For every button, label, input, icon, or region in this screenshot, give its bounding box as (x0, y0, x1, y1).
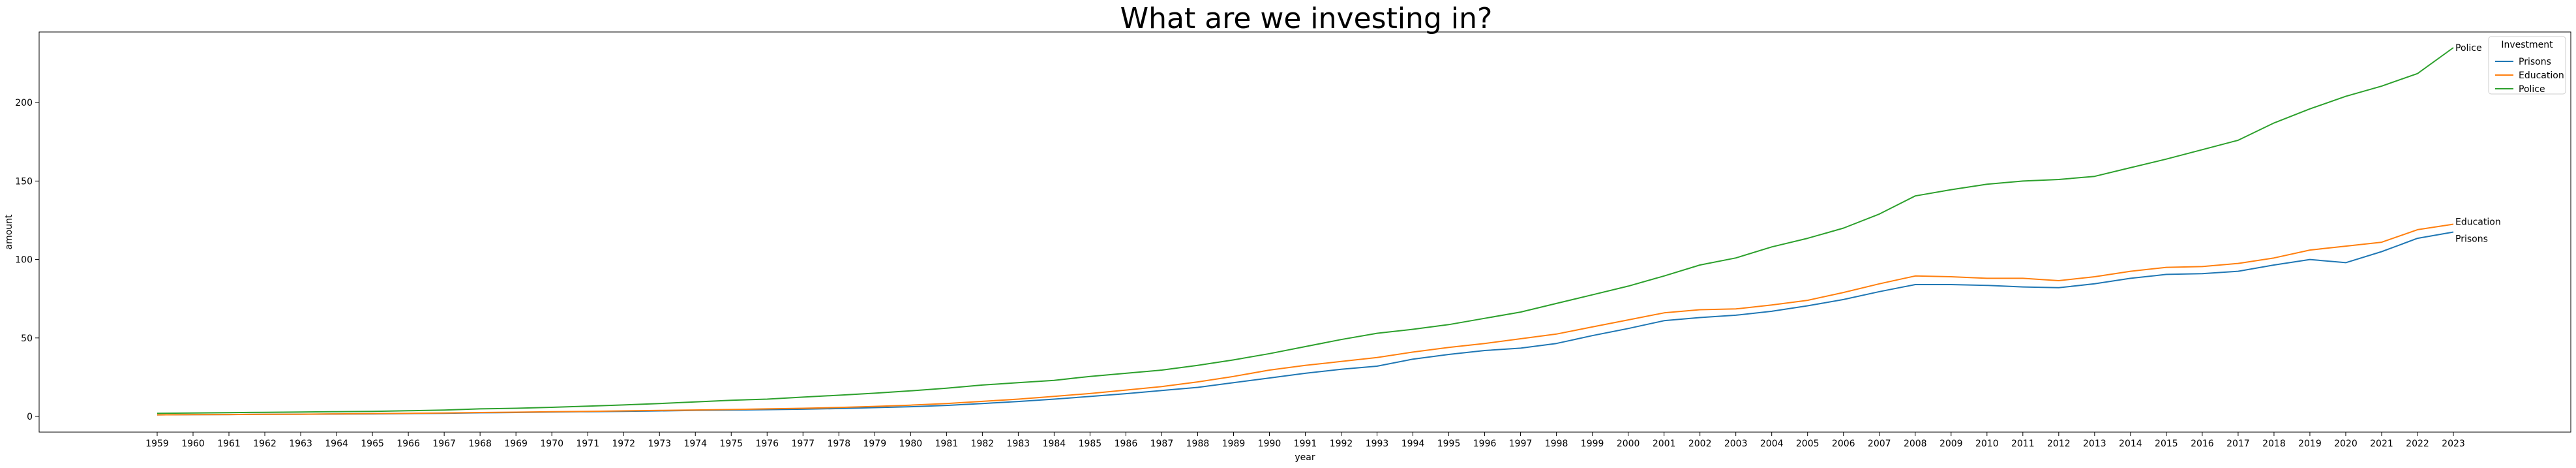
x-tick-label: 2004 (1760, 439, 1784, 449)
x-tick-label: 1995 (1437, 439, 1461, 449)
y-tick-label: 150 (15, 176, 33, 187)
x-tick-label: 1983 (1007, 439, 1030, 449)
x-tick-label: 1994 (1401, 439, 1425, 449)
x-tick-label: 2020 (2334, 439, 2358, 449)
x-tick-label: 1989 (1222, 439, 1246, 449)
chart-title: What are we investing in? (1120, 2, 1493, 35)
x-tick-label: 2019 (2298, 439, 2322, 449)
legend-box (2488, 36, 2566, 95)
legend-items: Prisons Education Police (2495, 57, 2564, 95)
x-tick-label: 1970 (540, 439, 563, 449)
x-tick-label: 2015 (2155, 439, 2178, 449)
series-line-education (157, 223, 2454, 416)
x-tick-label: 1968 (468, 439, 492, 449)
x-tick-label: 1964 (325, 439, 348, 449)
x-tick-label: 1996 (1473, 439, 1497, 449)
legend-label-prisons: Prisons (2519, 57, 2551, 67)
x-tick-label: 1987 (1150, 439, 1174, 449)
x-tick-label: 1988 (1186, 439, 1210, 449)
x-tick-label: 1962 (253, 439, 277, 449)
x-tick-label: 1976 (755, 439, 779, 449)
legend: Investment Prisons Education Police (2488, 36, 2566, 95)
x-tick-label: 1993 (1366, 439, 1389, 449)
x-tick-label: 1990 (1258, 439, 1281, 449)
x-tick-label: 1992 (1330, 439, 1353, 449)
y-tick-label: 0 (27, 412, 33, 422)
x-tick-label: 1972 (612, 439, 635, 449)
legend-title: Investment (2501, 40, 2553, 50)
x-tick-label: 2006 (1832, 439, 1855, 449)
x-tick-label: 1985 (1079, 439, 1102, 449)
x-tick-label: 2008 (1904, 439, 1927, 449)
y-tick-label: 100 (15, 255, 33, 266)
x-tick-label: 1986 (1115, 439, 1138, 449)
x-tick-label: 1974 (683, 439, 707, 449)
x-tick-label: 2000 (1617, 439, 1640, 449)
x-tick-label: 2001 (1653, 439, 1676, 449)
x-tick-label: 1960 (181, 439, 205, 449)
x-tick-label: 1973 (648, 439, 671, 449)
series-lines (157, 47, 2454, 416)
x-tick-label: 2022 (2406, 439, 2429, 449)
y-axis: 0 50 100 150 200 (15, 98, 39, 422)
series-end-label-police: Police (2455, 43, 2482, 54)
series-end-label-prisons: Prisons (2455, 234, 2488, 245)
series-line-police (157, 47, 2454, 414)
x-tick-label: 1963 (289, 439, 312, 449)
x-tick-label: 1984 (1043, 439, 1066, 449)
x-tick-label: 1982 (971, 439, 995, 449)
series-line-prisons (157, 231, 2454, 416)
x-tick-label: 2014 (2119, 439, 2142, 449)
x-tick-label: 2005 (1796, 439, 1820, 449)
x-tick-label: 1966 (397, 439, 420, 449)
x-tick-label: 1965 (361, 439, 384, 449)
series-end-labels: Prisons Education Police (2455, 43, 2501, 244)
plot-frame (38, 31, 2571, 433)
x-tick-label: 2018 (2262, 439, 2286, 449)
x-tick-label: 2011 (2011, 439, 2035, 449)
legend-label-education: Education (2519, 70, 2564, 81)
x-tick-label: 2013 (2083, 439, 2106, 449)
x-tick-label: 1978 (827, 439, 850, 449)
y-tick-label: 200 (15, 98, 33, 108)
x-tick-label: 1959 (145, 439, 169, 449)
x-tick-label: 1991 (1294, 439, 1317, 449)
x-tick-label: 1971 (576, 439, 599, 449)
series-end-label-education: Education (2455, 217, 2501, 227)
x-axis-label: year (1295, 452, 1315, 463)
x-tick-label: 2007 (1868, 439, 1891, 449)
x-tick-label: 1969 (504, 439, 528, 449)
x-axis: 1959 1960 1961 1962 1963 1964 1965 1966 1967 1968… (145, 432, 2465, 449)
x-tick-label: 2017 (2226, 439, 2250, 449)
y-tick-label: 50 (21, 334, 33, 344)
x-tick-label: 1998 (1545, 439, 1568, 449)
x-tick-label: 1979 (863, 439, 886, 449)
x-tick-label: 2016 (2191, 439, 2214, 449)
x-tick-label: 1980 (899, 439, 923, 449)
x-tick-label: 2002 (1688, 439, 1712, 449)
x-tick-label: 2003 (1724, 439, 1748, 449)
x-tick-label: 1961 (217, 439, 241, 449)
x-tick-label: 2023 (2442, 439, 2465, 449)
x-tick-label: 2009 (1939, 439, 1963, 449)
x-tick-label: 2021 (2370, 439, 2393, 449)
x-tick-label: 1997 (1509, 439, 1533, 449)
x-tick-label: 1977 (791, 439, 815, 449)
x-tick-label: 1975 (719, 439, 743, 449)
x-tick-label: 1981 (935, 439, 959, 449)
x-tick-label: 1967 (432, 439, 456, 449)
x-tick-label: 2010 (1975, 439, 1999, 449)
y-axis-label: amount (4, 214, 14, 250)
x-tick-label: 2012 (2047, 439, 2071, 449)
x-tick-label: 1999 (1581, 439, 1604, 449)
legend-label-police: Police (2519, 84, 2545, 95)
